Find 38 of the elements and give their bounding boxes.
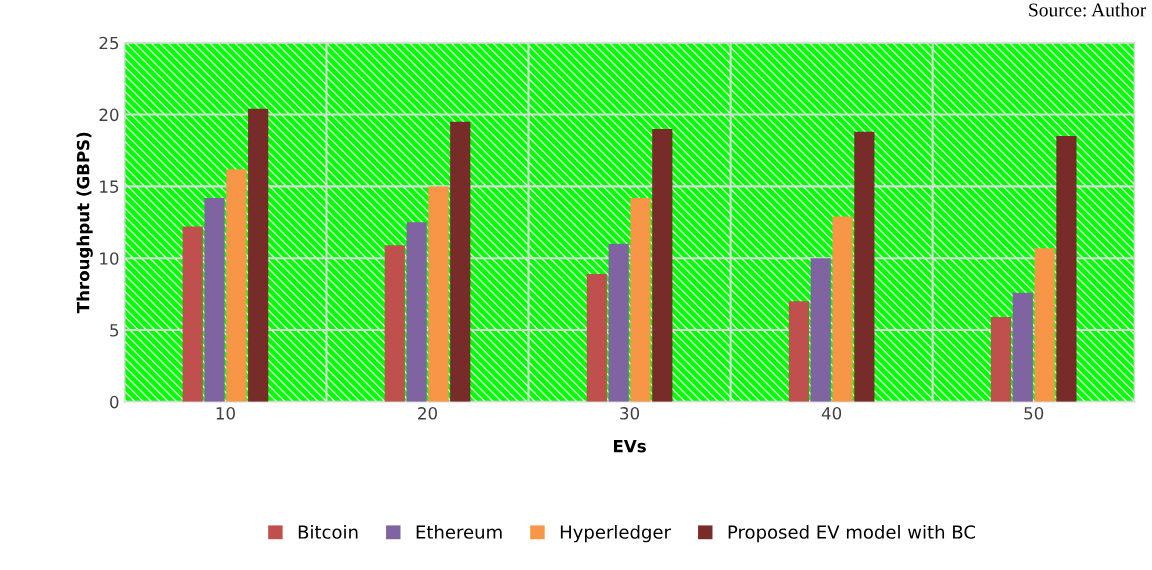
bar	[450, 121, 471, 402]
y-tick-label: 20	[99, 108, 119, 122]
x-tick-label: 40	[821, 407, 842, 420]
y-tick-label: 25	[99, 36, 119, 50]
bar	[788, 301, 809, 402]
bar	[990, 317, 1012, 402]
x-axis-title: EVs	[614, 440, 646, 453]
bar	[248, 108, 269, 402]
x-tick-label: 20	[418, 407, 437, 420]
legend-label: Bitcoin	[298, 524, 358, 539]
bar	[406, 222, 427, 402]
bar	[652, 128, 673, 402]
legend-label: Ethereum	[416, 524, 502, 539]
x-tick-label: 30	[620, 407, 640, 420]
source-note: Source: Author	[1029, 2, 1147, 17]
legend-label: Hyperledger	[560, 524, 671, 543]
bar	[1056, 136, 1077, 402]
bar	[182, 226, 203, 402]
y-tick-label: 5	[110, 324, 119, 337]
y-axis-title: Throughput (GBPS)	[76, 132, 93, 314]
y-tick-label: 15	[100, 180, 119, 193]
bar	[428, 186, 449, 402]
bar	[810, 258, 831, 402]
y-tick-label: 10	[100, 252, 119, 265]
bar	[1012, 292, 1033, 402]
y-tick-label: 0	[110, 395, 119, 409]
bar	[630, 197, 651, 402]
bar	[586, 274, 607, 402]
bar	[204, 197, 225, 402]
x-tick-label: 10	[216, 407, 235, 420]
bar	[384, 245, 405, 402]
x-tick-label: 50	[1024, 407, 1044, 420]
bar	[608, 243, 629, 402]
bar	[1034, 248, 1055, 402]
bar	[226, 169, 247, 402]
legend-label: Proposed EV model with BC	[728, 524, 975, 543]
bar	[854, 131, 875, 402]
bar	[832, 216, 853, 402]
